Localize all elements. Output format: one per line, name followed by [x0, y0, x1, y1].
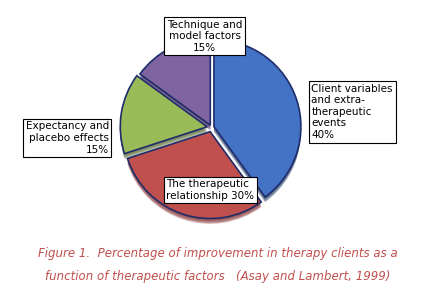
Text: Technique and
model factors
15%: Technique and model factors 15%: [167, 20, 242, 53]
Wedge shape: [140, 40, 210, 127]
Wedge shape: [214, 42, 301, 199]
Wedge shape: [120, 81, 207, 159]
Wedge shape: [140, 43, 210, 130]
Wedge shape: [214, 45, 301, 202]
Wedge shape: [140, 38, 210, 125]
Wedge shape: [120, 79, 207, 157]
Wedge shape: [140, 38, 210, 125]
Wedge shape: [140, 42, 210, 129]
Wedge shape: [120, 78, 207, 156]
Wedge shape: [120, 76, 207, 154]
Wedge shape: [127, 137, 261, 224]
Text: Client variables
and extra-
therapeutic
events
40%: Client variables and extra- therapeutic …: [311, 84, 393, 140]
Wedge shape: [214, 40, 301, 197]
Wedge shape: [127, 135, 261, 222]
Text: function of therapeutic factors   (Asay and Lambert, 1999): function of therapeutic factors (Asay an…: [45, 270, 391, 283]
Wedge shape: [127, 133, 261, 220]
Wedge shape: [214, 41, 301, 198]
Wedge shape: [140, 41, 210, 128]
Wedge shape: [214, 43, 301, 200]
Wedge shape: [127, 132, 261, 219]
Wedge shape: [140, 39, 210, 126]
Text: Expectancy and
placebo effects
15%: Expectancy and placebo effects 15%: [26, 121, 109, 155]
Wedge shape: [120, 76, 207, 154]
Wedge shape: [127, 136, 261, 223]
Wedge shape: [127, 134, 261, 221]
Wedge shape: [214, 40, 301, 197]
Text: Figure 1.  Percentage of improvement in therapy clients as a: Figure 1. Percentage of improvement in t…: [38, 247, 398, 260]
Text: The therapeutic
relationship 30%: The therapeutic relationship 30%: [166, 179, 254, 201]
Wedge shape: [120, 77, 207, 155]
Wedge shape: [127, 132, 261, 219]
Wedge shape: [120, 80, 207, 158]
Wedge shape: [214, 44, 301, 201]
